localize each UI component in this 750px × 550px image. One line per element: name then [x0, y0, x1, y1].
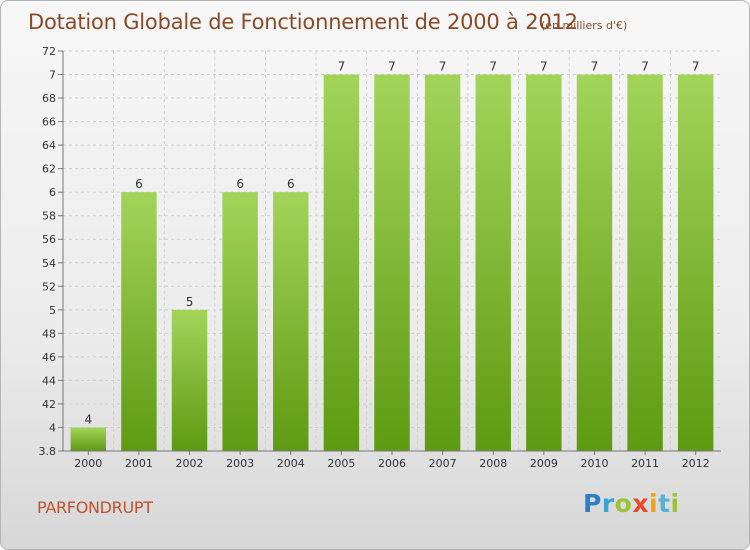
- chart-title: Dotation Globale de Fonctionnement de 20…: [28, 10, 578, 34]
- labels: 3.84424446485525456586626466687724200062…: [39, 45, 710, 470]
- y-tick-label: 58: [42, 210, 56, 223]
- y-tick-label: 46: [42, 351, 56, 364]
- y-tick-label: 56: [42, 233, 56, 246]
- x-tick-label: 2003: [226, 457, 254, 470]
- x-tick-label: 2008: [479, 457, 507, 470]
- x-tick-label: 2004: [277, 457, 305, 470]
- bar-2005: [323, 74, 360, 451]
- y-tick-label: 62: [42, 163, 56, 176]
- bar-2001: [121, 192, 157, 452]
- y-tick-label: 4: [49, 421, 56, 434]
- y-tick-label: 6: [49, 186, 56, 199]
- y-tick-label: 5: [49, 304, 56, 317]
- bar-2012: [677, 74, 714, 451]
- value-label: 7: [388, 60, 396, 74]
- bars: [70, 74, 714, 452]
- value-label: 6: [236, 177, 244, 191]
- x-tick-label: 2012: [682, 457, 710, 470]
- bar-2009: [526, 74, 562, 451]
- x-tick-label: 2000: [74, 457, 102, 470]
- bar-2004: [273, 192, 309, 452]
- value-label: 7: [489, 60, 497, 74]
- x-tick-label: 2002: [176, 457, 204, 470]
- y-tick-label: 68: [42, 92, 56, 105]
- value-label: 6: [287, 177, 295, 191]
- y-tick-label: 48: [42, 327, 56, 340]
- y-tick-label: 44: [42, 374, 56, 387]
- value-label: 7: [439, 60, 447, 74]
- bar-2010: [576, 74, 613, 451]
- value-label: 7: [540, 60, 548, 74]
- axes: [58, 50, 721, 455]
- bar-2003: [222, 192, 258, 452]
- value-label: 6: [135, 177, 143, 191]
- x-tick-label: 2010: [580, 457, 608, 470]
- bar-2000: [70, 427, 107, 451]
- y-tick-label: 54: [42, 257, 56, 270]
- y-tick-label: 64: [42, 139, 56, 152]
- bar-2008: [475, 74, 511, 451]
- y-tick-label: 66: [42, 116, 56, 129]
- x-tick-label: 2007: [429, 457, 457, 470]
- bar-2011: [627, 74, 663, 451]
- unit-note: (en milliers d'€): [541, 19, 628, 32]
- value-label: 7: [338, 60, 346, 74]
- x-tick-label: 2005: [327, 457, 355, 470]
- x-tick-label: 2011: [631, 457, 659, 470]
- y-tick-label: 7: [49, 69, 56, 82]
- y-tick-label: 3.8: [39, 445, 57, 458]
- y-tick-label: 72: [42, 45, 56, 58]
- value-label: 5: [186, 295, 194, 309]
- bar-2007: [424, 74, 461, 451]
- city-name: PARFONDRUPT: [37, 498, 153, 517]
- bar-2006: [374, 74, 410, 451]
- proxiti-logo: Proxiti: [583, 489, 680, 518]
- x-tick-label: 2006: [378, 457, 406, 470]
- value-label: 7: [692, 60, 700, 74]
- value-label: 4: [84, 412, 92, 426]
- y-tick-label: 52: [42, 280, 56, 293]
- x-tick-label: 2009: [530, 457, 558, 470]
- value-label: 7: [641, 60, 649, 74]
- y-tick-label: 42: [42, 398, 56, 411]
- value-label: 7: [591, 60, 599, 74]
- x-tick-label: 2001: [125, 457, 153, 470]
- bar-2002: [171, 309, 208, 451]
